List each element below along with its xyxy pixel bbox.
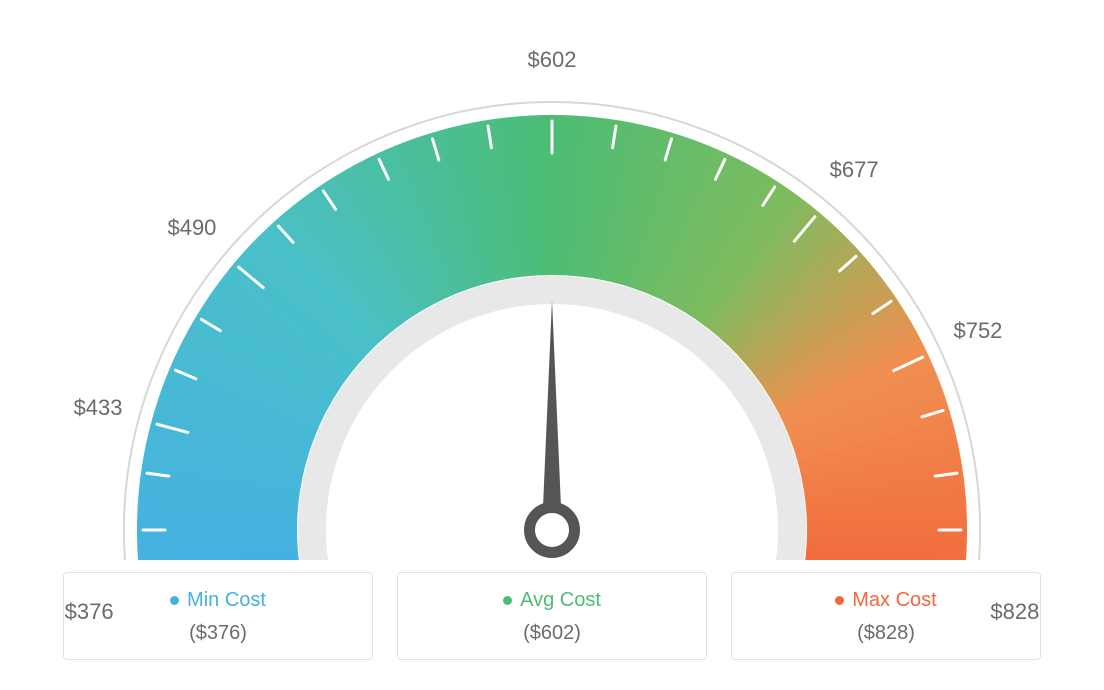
legend-label-max: Max Cost [852,589,936,612]
gauge-tick-label: $752 [953,318,1002,344]
gauge-tick-label: $677 [830,157,879,183]
legend-title-max: Max Cost [835,589,936,612]
gauge-tick-label: $490 [167,215,216,241]
cost-gauge-chart: $376$433$490$602$677$752$828 [62,40,1042,560]
legend-value-max: ($828) [732,622,1040,645]
gauge-tick-label: $433 [74,395,123,421]
legend-dot-avg [503,596,512,605]
legend-label-min: Min Cost [187,589,266,612]
gauge-tick-label: $602 [528,47,577,73]
legend-dot-max [835,596,844,605]
gauge-svg [62,40,1042,560]
legend-row: Min Cost ($376) Avg Cost ($602) Max Cost… [63,572,1041,660]
legend-card-avg: Avg Cost ($602) [397,572,707,660]
legend-label-avg: Avg Cost [520,589,601,612]
legend-title-avg: Avg Cost [503,589,601,612]
legend-title-min: Min Cost [170,589,266,612]
legend-value-avg: ($602) [398,622,706,645]
legend-card-min: Min Cost ($376) [63,572,373,660]
legend-dot-min [170,596,179,605]
legend-value-min: ($376) [64,622,372,645]
legend-card-max: Max Cost ($828) [731,572,1041,660]
